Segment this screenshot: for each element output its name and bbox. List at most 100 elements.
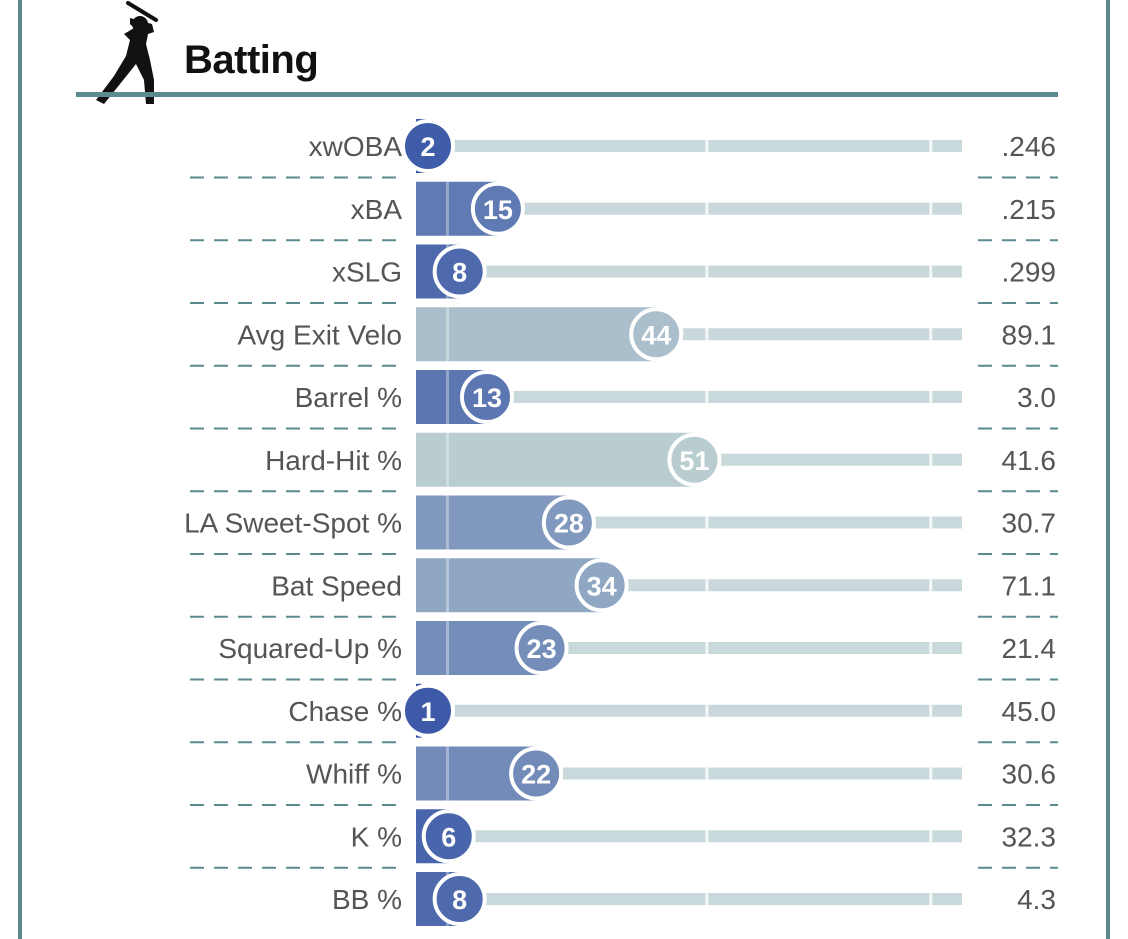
stat-value-hard-hit: 41.6 bbox=[1002, 445, 1057, 476]
bar-hard-hit bbox=[416, 432, 695, 487]
track-barrel bbox=[416, 391, 962, 403]
stat-value-bb: 4.3 bbox=[1017, 884, 1056, 915]
percentile-label-hard-hit: 51 bbox=[679, 446, 709, 476]
row-la-sweet-spot: 28 LA Sweet-Spot % 30.7 bbox=[184, 495, 1058, 555]
row-xslg: 8 xSLG .299 bbox=[190, 244, 1058, 304]
stat-value-xslg: .299 bbox=[1002, 257, 1057, 288]
percentile-marker-xba bbox=[470, 181, 525, 236]
track-tick bbox=[705, 140, 709, 152]
percentile-marker-xslg bbox=[432, 244, 487, 299]
row-avg-exit-velo: 44 Avg Exit Velo 89.1 bbox=[190, 307, 1058, 367]
metric-label-xba: xBA bbox=[351, 194, 403, 225]
stat-value-xba: .215 bbox=[1002, 194, 1057, 225]
percentile-marker-squared-up bbox=[514, 621, 569, 675]
percentile-marker-barrel bbox=[459, 370, 514, 424]
track-tick bbox=[929, 202, 933, 215]
track-tick bbox=[929, 893, 933, 905]
percentile-label-xba: 15 bbox=[483, 195, 513, 225]
percentile-label-bat-speed: 34 bbox=[587, 571, 617, 601]
percentile-label-avg-exit-velo: 44 bbox=[641, 320, 671, 350]
metric-label-bb: BB % bbox=[332, 884, 402, 915]
bar-divider bbox=[446, 558, 449, 613]
percentile-label-la-sweet-spot: 28 bbox=[554, 509, 584, 539]
track-tick bbox=[705, 767, 709, 780]
track-xba bbox=[416, 202, 962, 215]
track-tick bbox=[929, 453, 933, 466]
track-tick bbox=[929, 767, 933, 780]
percentile-marker-xwoba bbox=[401, 119, 455, 173]
track-tick bbox=[705, 265, 709, 278]
stat-value-k: 32.3 bbox=[1002, 821, 1057, 852]
row-bat-speed: 34 Bat Speed 71.1 bbox=[190, 558, 1058, 618]
row-chase: 1 Chase % 45.0 bbox=[190, 683, 1058, 744]
stat-value-squared-up: 21.4 bbox=[1002, 633, 1057, 664]
row-bb: 8 BB % 4.3 bbox=[332, 872, 1056, 926]
track-tick bbox=[705, 328, 709, 341]
percentile-label-bb: 8 bbox=[452, 885, 467, 915]
row-xwoba: 2 xwOBA .246 bbox=[190, 119, 1058, 179]
track-tick bbox=[929, 579, 933, 592]
metric-label-whiff: Whiff % bbox=[306, 759, 402, 790]
bar-avg-exit-velo bbox=[416, 307, 657, 362]
percentile-marker-la-sweet-spot bbox=[541, 495, 596, 550]
track-tick bbox=[929, 642, 933, 654]
track-tick bbox=[929, 516, 933, 529]
section-title: Batting bbox=[184, 38, 319, 82]
track-xwoba bbox=[416, 140, 962, 152]
percentile-label-barrel: 13 bbox=[472, 383, 502, 413]
track-tick bbox=[929, 704, 933, 717]
track-tick bbox=[929, 140, 933, 152]
stat-value-la-sweet-spot: 30.7 bbox=[1002, 508, 1057, 539]
bar-divider bbox=[446, 621, 449, 675]
track-tick bbox=[705, 893, 709, 905]
percentile-marker-whiff bbox=[509, 746, 564, 801]
percentile-marker-bb bbox=[432, 872, 487, 926]
metric-label-k: K % bbox=[351, 821, 402, 852]
bar-divider bbox=[446, 307, 449, 362]
percentile-label-squared-up: 23 bbox=[527, 634, 557, 664]
bar-divider bbox=[446, 495, 449, 550]
row-barrel: 13 Barrel % 3.0 bbox=[190, 370, 1058, 430]
percentile-marker-chase bbox=[401, 683, 455, 738]
row-k: 6 K % 32.3 bbox=[190, 809, 1058, 869]
track-tick bbox=[705, 391, 709, 403]
metric-label-la-sweet-spot: LA Sweet-Spot % bbox=[184, 508, 402, 539]
percentile-label-chase: 1 bbox=[420, 697, 435, 727]
header-rule bbox=[76, 92, 1058, 97]
bar-divider bbox=[446, 746, 449, 801]
stat-value-avg-exit-velo: 89.1 bbox=[1002, 319, 1057, 350]
percentile-marker-avg-exit-velo bbox=[629, 307, 684, 362]
row-squared-up: 23 Squared-Up % 21.4 bbox=[190, 621, 1058, 681]
row-xba: 15 xBA .215 bbox=[190, 181, 1058, 242]
metric-label-chase: Chase % bbox=[288, 696, 402, 727]
track-bb bbox=[416, 893, 962, 905]
stat-value-xwoba: .246 bbox=[1002, 131, 1057, 162]
track-k bbox=[416, 830, 962, 843]
percentile-label-k: 6 bbox=[441, 822, 456, 852]
stat-value-bat-speed: 71.1 bbox=[1002, 570, 1057, 601]
percentile-label-xslg: 8 bbox=[452, 258, 467, 288]
metric-label-bat-speed: Bat Speed bbox=[271, 570, 402, 601]
track-tick bbox=[929, 391, 933, 403]
bar-divider bbox=[446, 181, 449, 236]
track-tick bbox=[929, 830, 933, 843]
track-tick bbox=[929, 265, 933, 278]
track-tick bbox=[705, 830, 709, 843]
metric-label-barrel: Barrel % bbox=[295, 382, 402, 413]
track-tick bbox=[705, 516, 709, 529]
track-chase bbox=[416, 704, 962, 717]
metric-label-xwoba: xwOBA bbox=[309, 131, 403, 162]
metric-label-avg-exit-velo: Avg Exit Velo bbox=[238, 319, 402, 350]
track-tick bbox=[929, 328, 933, 341]
percentile-marker-k bbox=[421, 809, 476, 864]
track-tick bbox=[705, 704, 709, 717]
track-tick bbox=[705, 579, 709, 592]
stat-value-barrel: 3.0 bbox=[1017, 382, 1056, 413]
row-whiff: 22 Whiff % 30.6 bbox=[190, 746, 1058, 806]
track-xslg bbox=[416, 265, 962, 278]
bar-bat-speed bbox=[416, 558, 602, 613]
percentile-marker-bat-speed bbox=[574, 558, 629, 613]
